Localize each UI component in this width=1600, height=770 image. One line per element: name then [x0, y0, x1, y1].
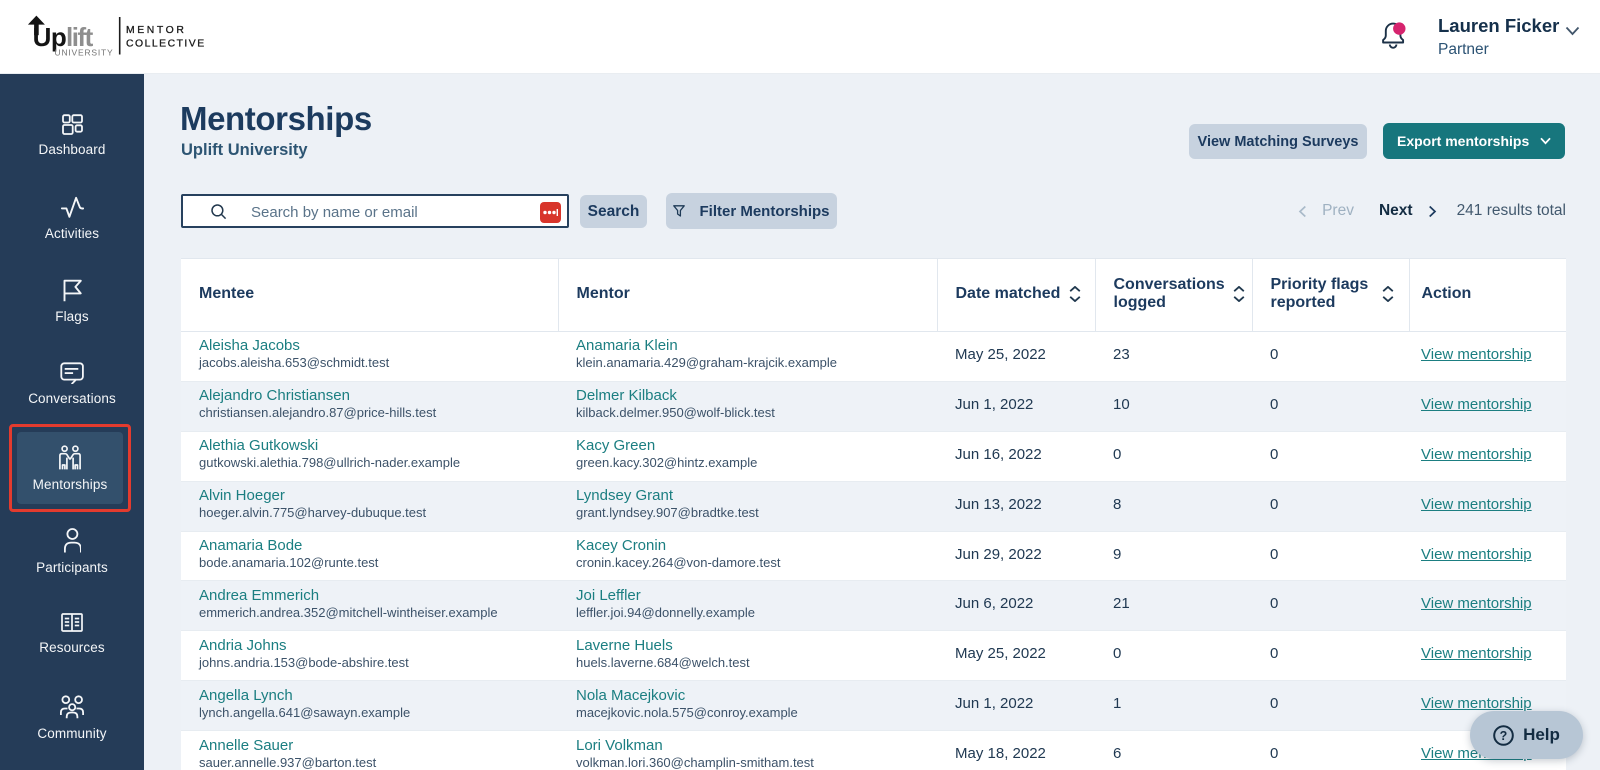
svg-text:?: ?	[1500, 729, 1508, 743]
svg-text:Up: Up	[33, 22, 67, 52]
svg-text:lift: lift	[66, 22, 94, 52]
svg-text:MENTOR: MENTOR	[126, 25, 186, 36]
svg-text:UNIVERSITY: UNIVERSITY	[55, 48, 114, 58]
svg-text:COLLECTIVE: COLLECTIVE	[126, 38, 206, 49]
